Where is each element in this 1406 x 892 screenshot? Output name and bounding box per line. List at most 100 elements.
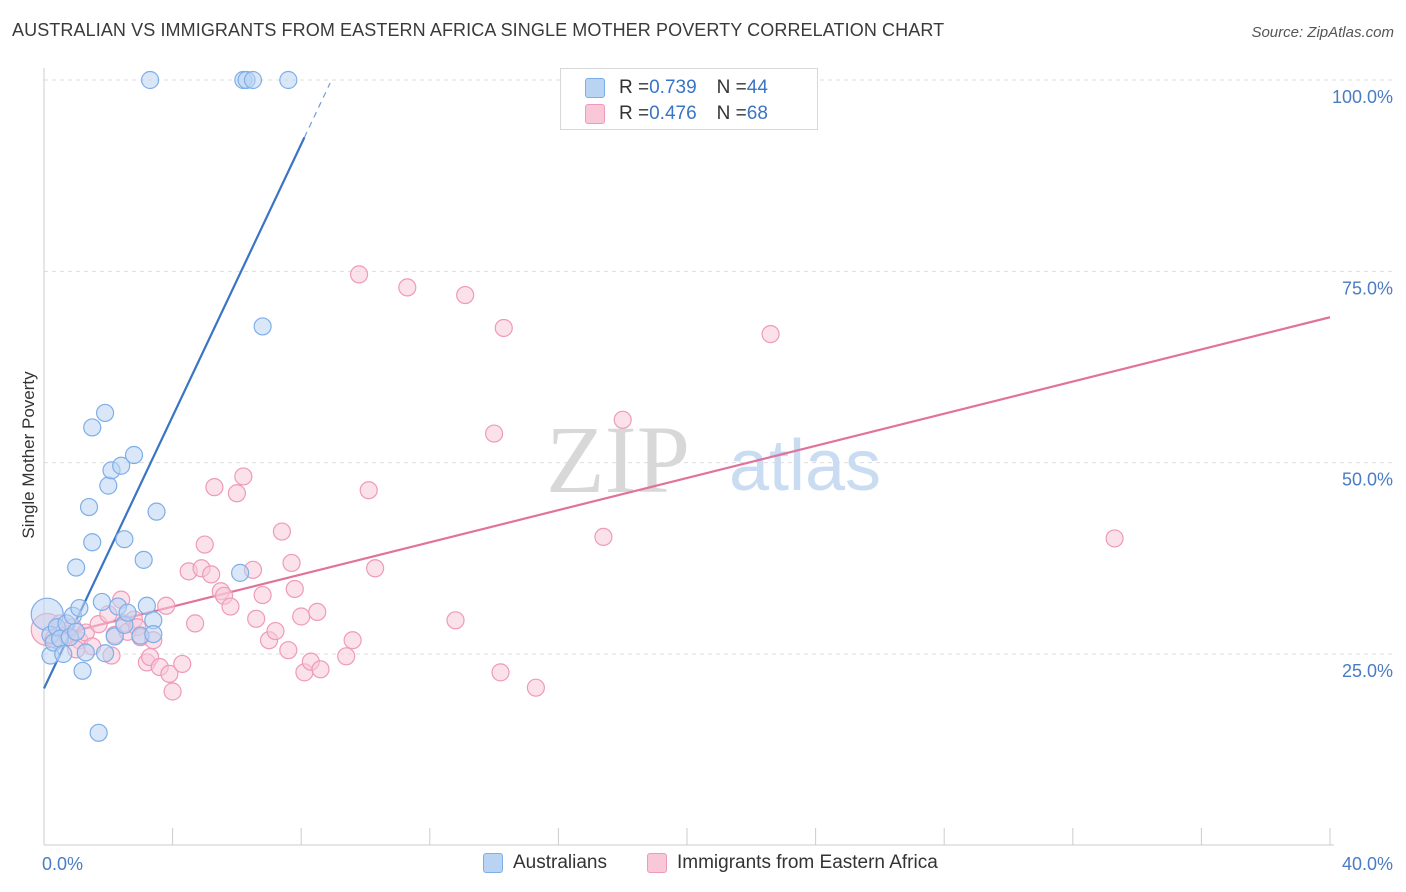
immigrants-point <box>266 621 285 641</box>
immigrants-point <box>195 535 214 554</box>
immigrants-point <box>221 597 240 616</box>
immigrants-point <box>163 682 182 701</box>
source-label: Source: ZipAtlas.com <box>1251 24 1394 41</box>
y-tick-label: 50.0% <box>1342 470 1393 490</box>
y-axis-label: Single Mother Poverty <box>19 371 38 539</box>
stats-r-label: R = <box>619 77 650 98</box>
immigrants-point <box>398 278 417 297</box>
legend-item-australians[interactable]: Australians <box>483 852 607 874</box>
australians-point <box>89 723 108 742</box>
stats-r-value: 0.476 <box>649 103 697 124</box>
australians-point <box>79 497 99 517</box>
legend-swatch-pink <box>647 853 667 873</box>
trend-line-immigrants <box>43 316 1331 640</box>
immigrants-point <box>366 559 385 578</box>
immigrants-point <box>160 664 179 683</box>
australians-point <box>144 625 163 644</box>
immigrants-point <box>761 324 780 344</box>
tick-labels: 25.0% 50.0% 75.0% 100.0% 0.0% 40.0% <box>42 87 1393 874</box>
stats-r-label: R = <box>619 103 650 124</box>
australians-point <box>118 603 137 622</box>
immigrants-point <box>343 631 362 650</box>
stats-row-australians: R = 0.739 N = 44 <box>585 77 768 99</box>
immigrants-point <box>205 478 224 497</box>
immigrants-point <box>282 553 301 573</box>
legend-item-immigrants[interactable]: Immigrants from Eastern Africa <box>647 852 938 874</box>
stats-n-value: 44 <box>746 77 768 98</box>
australians-point <box>115 530 134 549</box>
immigrants-point <box>234 467 253 486</box>
watermark-atlas: atlas <box>729 426 881 506</box>
australians-point <box>134 550 153 569</box>
immigrants-point <box>1105 529 1124 548</box>
immigrants-point <box>337 647 356 666</box>
australians-point <box>124 445 144 465</box>
immigrants-point <box>359 481 378 500</box>
legend-label-australians: Australians <box>513 852 607 873</box>
immigrants-point <box>247 609 266 628</box>
axes <box>43 68 1334 846</box>
immigrants-point <box>202 565 221 584</box>
australians-point <box>95 403 115 423</box>
australians-point <box>83 533 102 552</box>
australians-point <box>67 622 86 641</box>
legend-swatch-blue <box>483 853 503 873</box>
stats-n-label: N = <box>716 103 747 124</box>
watermark: ZIP atlas <box>546 406 881 513</box>
immigrants-point <box>186 614 205 633</box>
australians-point <box>95 644 115 663</box>
stats-swatch-pink <box>585 104 605 124</box>
immigrants-point <box>485 424 504 443</box>
immigrants-point <box>526 678 545 697</box>
immigrants-point <box>227 484 246 503</box>
immigrants-point <box>279 641 298 660</box>
australians-point <box>231 563 250 582</box>
immigrants-point <box>292 607 311 626</box>
grid-lines <box>44 79 1392 655</box>
australians-point <box>70 598 89 618</box>
australians-point <box>147 502 166 521</box>
immigrants-point <box>456 285 475 305</box>
australians-point <box>92 592 111 612</box>
x-tick-label-max: 40.0% <box>1342 854 1393 874</box>
australians-point <box>67 558 86 577</box>
australians-point <box>76 643 95 662</box>
immigrants-point <box>613 410 632 429</box>
australians-point <box>279 70 298 90</box>
stats-legend: R = 0.739 N = 44 R = 0.476 N = 68 <box>560 68 818 130</box>
series-australians-points <box>30 70 298 742</box>
australians-point <box>83 418 102 437</box>
trend-lines <box>43 82 1331 689</box>
immigrants-point <box>594 527 613 547</box>
australians-point <box>99 476 118 495</box>
stats-r-value: 0.739 <box>649 77 697 98</box>
immigrants-point <box>349 265 369 284</box>
bottom-legend: Australians Immigrants from Eastern Afri… <box>0 848 1406 880</box>
trend-line-australians <box>43 136 306 689</box>
immigrants-point <box>272 522 292 541</box>
stats-n-value: 68 <box>746 103 768 124</box>
australians-point <box>243 70 263 90</box>
australians-point <box>140 70 160 90</box>
immigrants-point <box>446 611 465 630</box>
stats-n-label: N = <box>716 77 747 98</box>
australians-point <box>54 644 73 664</box>
stats-swatch-blue <box>585 78 605 98</box>
x-tick-label-min: 0.0% <box>42 854 83 874</box>
immigrants-point <box>494 318 513 338</box>
trend-line-australians-extension <box>303 82 331 138</box>
chart-title: AUSTRALIAN VS IMMIGRANTS FROM EASTERN AF… <box>12 20 945 40</box>
australians-point <box>112 456 131 475</box>
y-tick-label: 25.0% <box>1342 661 1393 681</box>
immigrants-point <box>311 660 330 679</box>
australians-point <box>253 317 272 336</box>
immigrants-point <box>308 602 327 622</box>
australians-point <box>73 661 92 680</box>
immigrants-point <box>285 579 304 599</box>
immigrants-point <box>253 585 272 605</box>
legend-label-immigrants: Immigrants from Eastern Africa <box>677 852 938 873</box>
immigrants-point <box>157 596 176 615</box>
immigrants-point <box>491 663 510 682</box>
immigrants-point <box>173 654 192 674</box>
